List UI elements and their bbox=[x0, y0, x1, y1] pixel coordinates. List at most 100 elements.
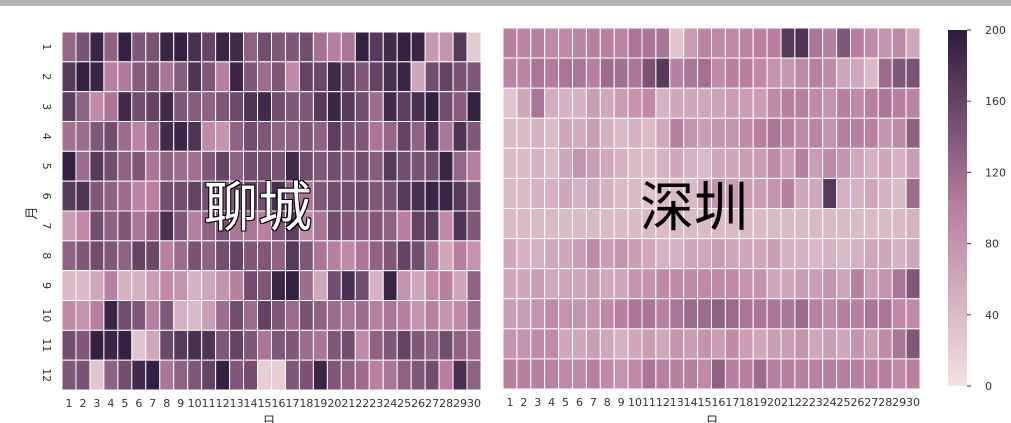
liaocheng-cell-m12-d19 bbox=[312, 359, 328, 391]
liaocheng-x-tick: 18 bbox=[299, 397, 313, 410]
shenzhen-cell-m3-d22 bbox=[794, 87, 810, 119]
liaocheng-y-tick: 7 bbox=[40, 222, 53, 229]
shenzhen-cell-m3-d18 bbox=[738, 87, 754, 119]
shenzhen-cell-m10-d17 bbox=[724, 298, 740, 330]
liaocheng-x-tick: 8 bbox=[163, 397, 170, 410]
liaocheng-cell-m8-d26 bbox=[410, 240, 426, 272]
liaocheng-cell-m2-d2 bbox=[75, 61, 91, 93]
liaocheng-cell-m3-d22 bbox=[354, 91, 370, 122]
liaocheng-cell-m11-d2 bbox=[75, 329, 91, 361]
liaocheng-cell-m4-d15 bbox=[257, 121, 272, 152]
liaocheng-cell-m9-d20 bbox=[326, 270, 342, 302]
liaocheng-cell-m8-d3 bbox=[89, 240, 105, 272]
shenzhen-cell-m9-d25 bbox=[836, 268, 851, 300]
liaocheng-cell-m2-d24 bbox=[382, 61, 398, 93]
shenzhen-cell-m11-d11 bbox=[641, 328, 657, 360]
shenzhen-cell-m10-d23 bbox=[808, 298, 824, 330]
liaocheng-cell-m1-d20 bbox=[326, 31, 342, 63]
shenzhen-cell-m5-d30 bbox=[905, 147, 921, 179]
liaocheng-y-tick: 6 bbox=[40, 193, 53, 200]
shenzhen-cell-m9-d28 bbox=[877, 268, 893, 300]
shenzhen-cell-m9-d29 bbox=[891, 268, 907, 300]
shenzhen-cell-m9-d17 bbox=[724, 268, 740, 300]
liaocheng-x-tick: 2 bbox=[79, 397, 86, 410]
shenzhen-cell-m5-d10 bbox=[627, 147, 643, 179]
liaocheng-cell-m2-d13 bbox=[229, 61, 245, 93]
liaocheng-cell-m5-d9 bbox=[173, 150, 189, 182]
liaocheng-cell-m4-d13 bbox=[229, 121, 245, 152]
shenzhen-cell-m2-d11 bbox=[641, 57, 657, 89]
shenzhen-x-tick: 15 bbox=[698, 396, 712, 409]
liaocheng-cell-m8-d21 bbox=[340, 240, 356, 272]
shenzhen-cell-m8-d23 bbox=[808, 238, 824, 270]
liaocheng-cell-m1-d9 bbox=[173, 31, 189, 63]
shenzhen-cell-m10-d5 bbox=[558, 298, 573, 330]
liaocheng-cell-m12-d6 bbox=[131, 359, 147, 391]
liaocheng-cell-m4-d12 bbox=[215, 121, 231, 152]
liaocheng-cell-m11-d8 bbox=[159, 329, 175, 361]
liaocheng-cell-m9-d10 bbox=[187, 270, 203, 302]
liaocheng-cell-m10-d12 bbox=[215, 300, 231, 331]
shenzhen-cell-m2-d12 bbox=[655, 57, 671, 89]
liaocheng-cell-m3-d19 bbox=[312, 91, 328, 122]
shenzhen-cell-m7-d19 bbox=[752, 208, 768, 240]
liaocheng-x-tick: 14 bbox=[244, 397, 258, 410]
shenzhen-cell-m1-d21 bbox=[780, 27, 796, 59]
shenzhen-cell-m8-d6 bbox=[572, 238, 587, 270]
liaocheng-cell-m8-d7 bbox=[145, 240, 161, 272]
shenzhen-cell-m3-d17 bbox=[724, 87, 740, 119]
shenzhen-cell-m10-d1 bbox=[502, 298, 518, 330]
liaocheng-y-tick: 8 bbox=[40, 252, 53, 259]
shenzhen-x-tick: 3 bbox=[534, 396, 541, 409]
liaocheng-cell-m2-d14 bbox=[243, 61, 259, 93]
shenzhen-cell-m12-d22 bbox=[794, 358, 810, 390]
shenzhen-cell-m4-d10 bbox=[627, 117, 643, 149]
shenzhen-cell-m3-d20 bbox=[766, 87, 782, 119]
liaocheng-cell-m3-d21 bbox=[340, 91, 356, 122]
liaocheng-cell-m7-d19 bbox=[312, 210, 328, 242]
shenzhen-cell-m2-d16 bbox=[711, 57, 726, 89]
liaocheng-cell-m7-d26 bbox=[410, 210, 426, 242]
liaocheng-cell-m8-d8 bbox=[159, 240, 175, 272]
liaocheng-cell-m2-d7 bbox=[145, 61, 161, 93]
liaocheng-cell-m6-d21 bbox=[340, 180, 356, 212]
shenzhen-cell-m5-d4 bbox=[544, 147, 560, 179]
shenzhen-cell-m6-d7 bbox=[585, 177, 601, 209]
shenzhen-cell-m12-d16 bbox=[711, 358, 726, 390]
liaocheng-cell-m5-d4 bbox=[103, 150, 119, 182]
shenzhen-cell-m1-d29 bbox=[891, 27, 907, 59]
liaocheng-x-tick: 22 bbox=[355, 397, 369, 410]
liaocheng-cell-m12-d2 bbox=[75, 359, 91, 391]
liaocheng-cell-m12-d11 bbox=[201, 359, 217, 391]
liaocheng-cell-m8-d4 bbox=[103, 240, 119, 272]
liaocheng-x-tick: 28 bbox=[439, 397, 453, 410]
window-top-border bbox=[0, 0, 1011, 6]
shenzhen-cell-m10-d16 bbox=[711, 298, 726, 330]
liaocheng-cell-m5-d23 bbox=[368, 150, 384, 182]
shenzhen-x-tick: 16 bbox=[711, 396, 725, 409]
shenzhen-cell-m5-d24 bbox=[822, 147, 838, 179]
shenzhen-cell-m2-d8 bbox=[599, 57, 615, 89]
liaocheng-cell-m1-d25 bbox=[396, 31, 412, 63]
shenzhen-cell-m12-d29 bbox=[891, 358, 907, 390]
shenzhen-cell-m4-d8 bbox=[599, 117, 615, 149]
shenzhen-cell-m8-d15 bbox=[697, 238, 712, 270]
shenzhen-cell-m2-d10 bbox=[627, 57, 643, 89]
liaocheng-cell-m1-d4 bbox=[103, 31, 119, 63]
liaocheng-cell-m1-d7 bbox=[145, 31, 161, 63]
shenzhen-cell-m6-d5 bbox=[558, 177, 573, 209]
shenzhen-cell-m5-d22 bbox=[794, 147, 810, 179]
liaocheng-cell-m1-d29 bbox=[452, 31, 468, 63]
shenzhen-cell-m12-d27 bbox=[863, 358, 879, 390]
shenzhen-cell-m5-d26 bbox=[850, 147, 865, 179]
liaocheng-cell-m10-d21 bbox=[340, 300, 356, 331]
liaocheng-cell-m5-d22 bbox=[354, 150, 370, 182]
shenzhen-cell-m10-d6 bbox=[572, 298, 587, 330]
shenzhen-x-tick: 18 bbox=[739, 396, 753, 409]
liaocheng-cell-m12-d3 bbox=[89, 359, 105, 391]
shenzhen-cell-m9-d16 bbox=[711, 268, 726, 300]
shenzhen-cell-m7-d7 bbox=[585, 208, 601, 240]
liaocheng-cell-m2-d19 bbox=[312, 61, 328, 93]
liaocheng-cell-m5-d24 bbox=[382, 150, 398, 182]
